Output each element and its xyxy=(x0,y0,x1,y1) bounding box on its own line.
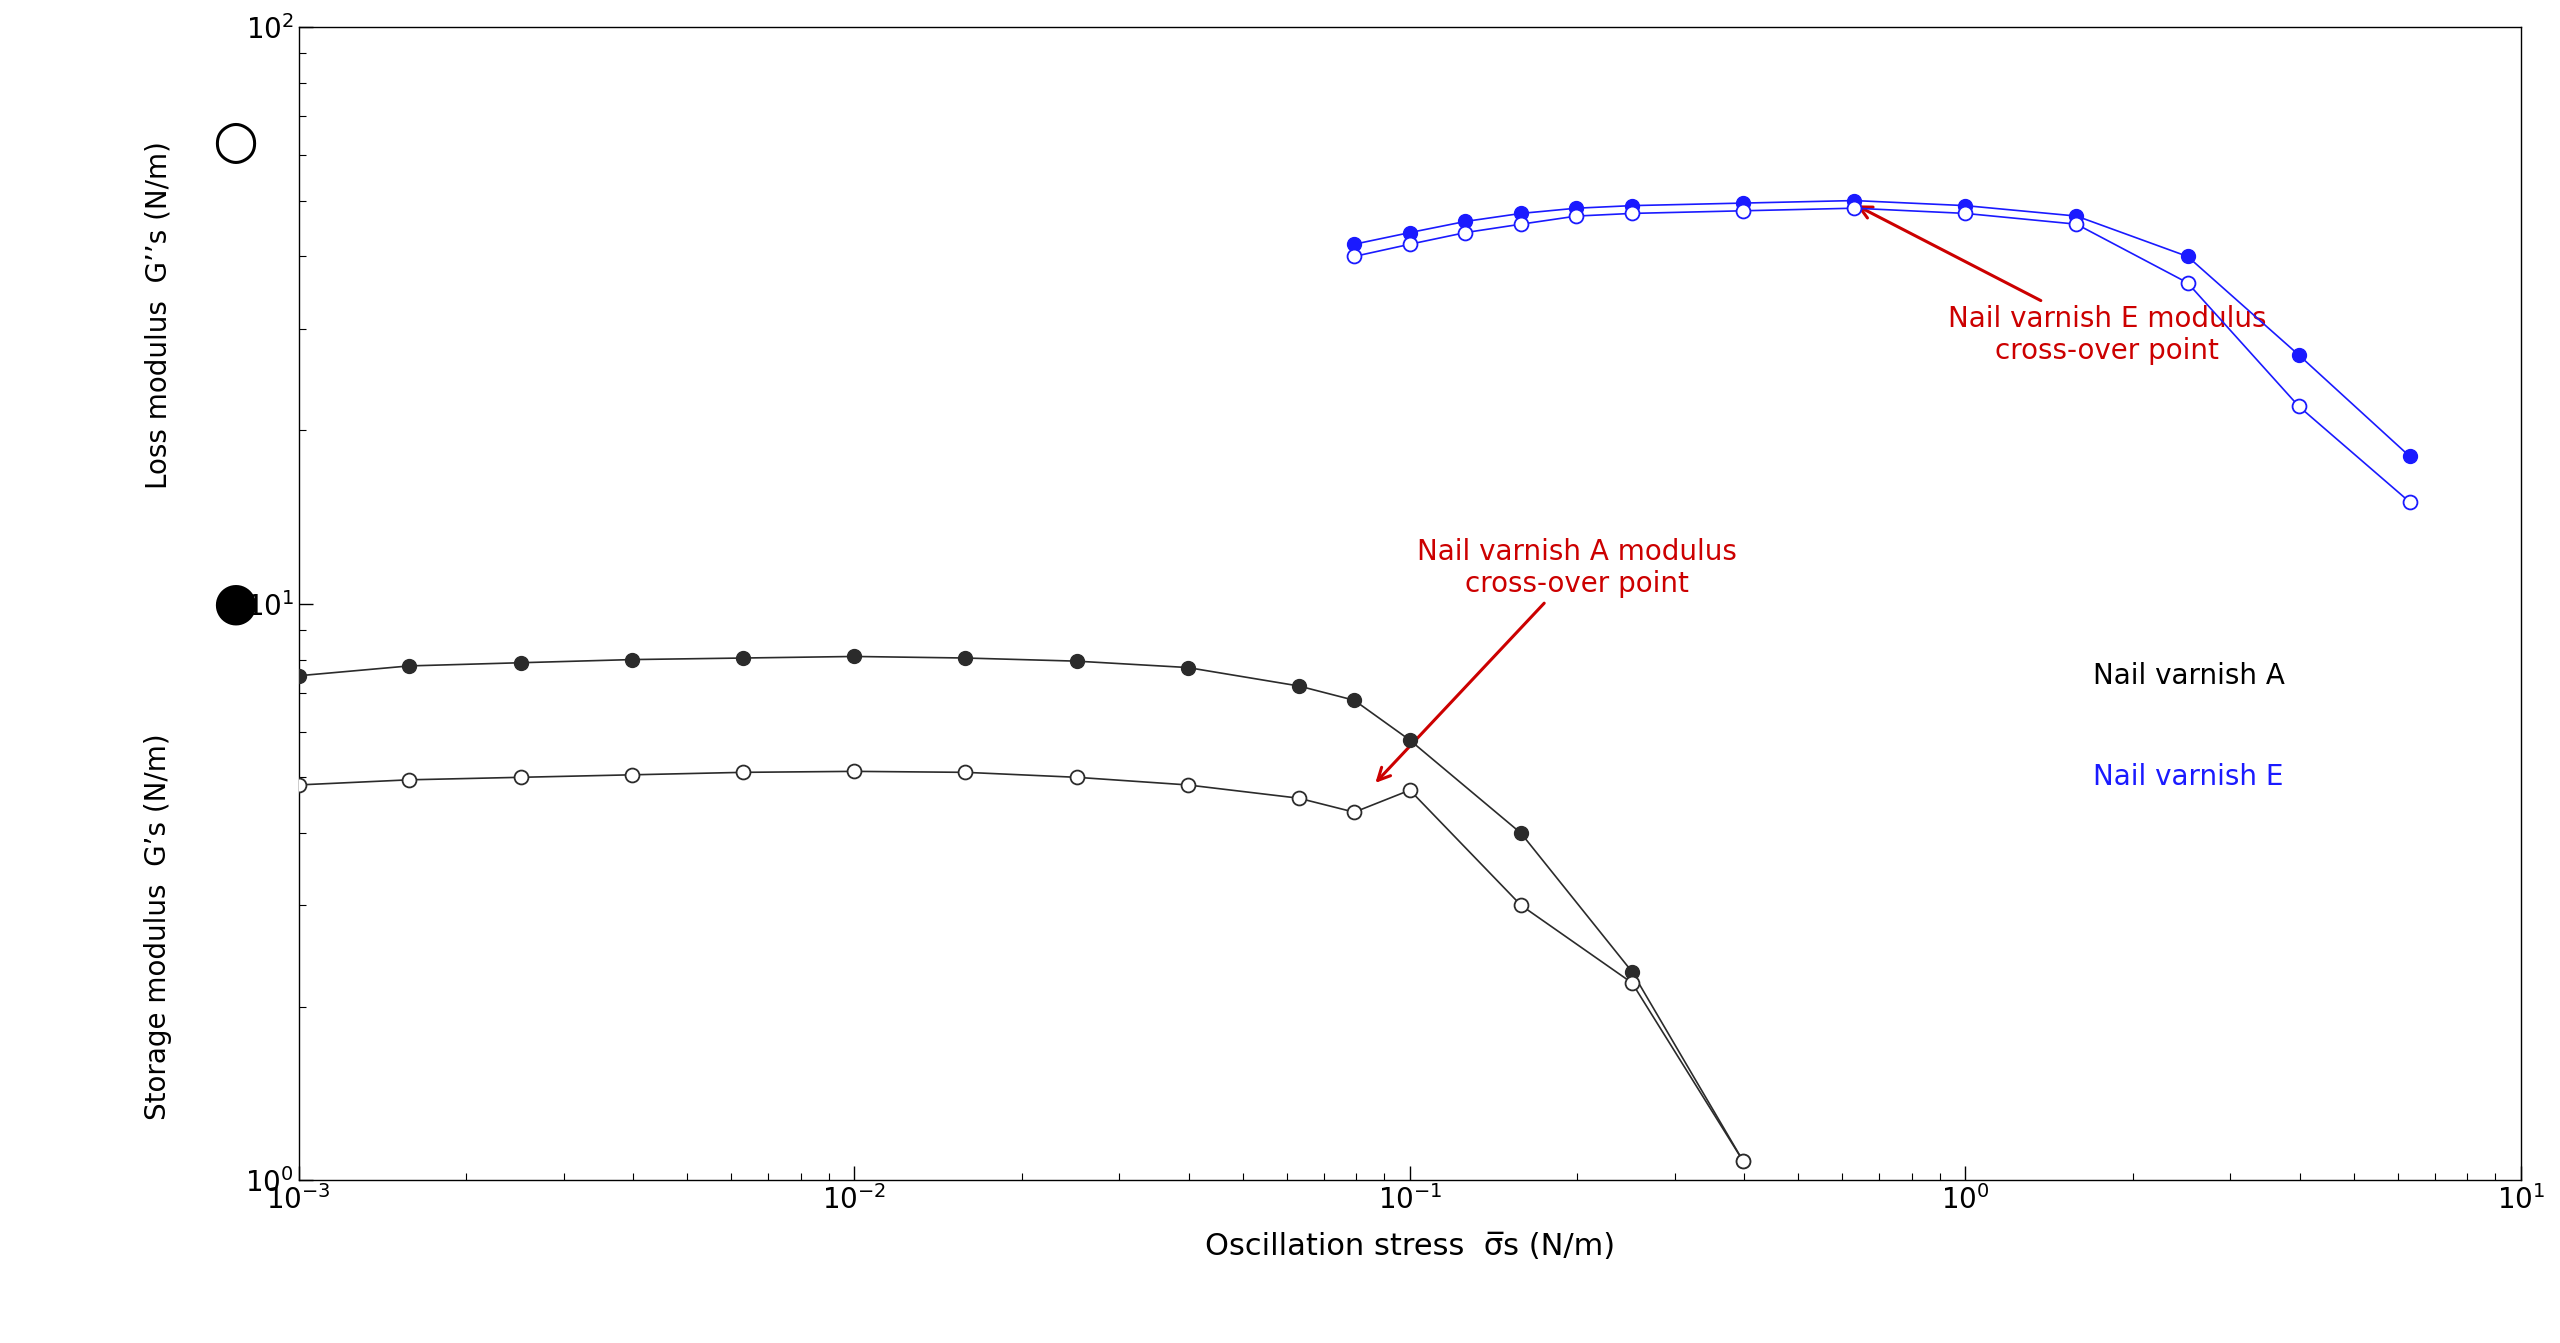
Text: ●: ● xyxy=(212,577,259,630)
Text: Storage modulus  G’s (N/m): Storage modulus G’s (N/m) xyxy=(143,733,172,1120)
Text: Nail varnish A modulus
cross-over point: Nail varnish A modulus cross-over point xyxy=(1377,539,1738,780)
Text: Loss modulus  G’’s (N/m): Loss modulus G’’s (N/m) xyxy=(143,141,172,489)
X-axis label: Oscillation stress  σ̅s (N/m): Oscillation stress σ̅s (N/m) xyxy=(1206,1232,1615,1261)
Text: Nail varnish E: Nail varnish E xyxy=(2094,763,2284,791)
Text: ○: ○ xyxy=(212,117,259,168)
Text: Nail varnish A: Nail varnish A xyxy=(2094,662,2286,690)
Text: Nail varnish E modulus
cross-over point: Nail varnish E modulus cross-over point xyxy=(1859,207,2266,365)
